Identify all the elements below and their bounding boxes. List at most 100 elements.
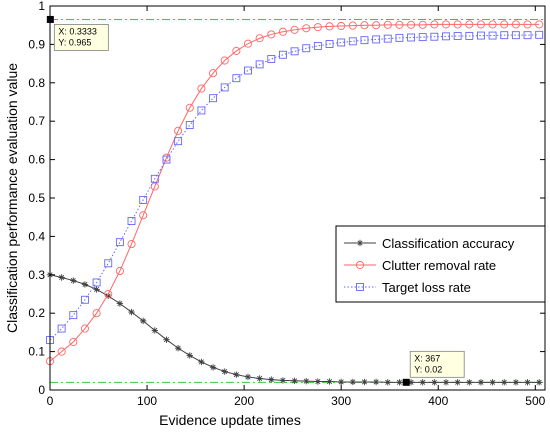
point-clutter-removal-rate [232,46,241,55]
point-target-loss-rate [290,47,299,56]
point-target-loss-rate [267,55,276,63]
point-target-loss-rate [174,137,183,146]
y-tick-label: 0.3 [28,268,45,282]
point-target-loss-rate [92,278,101,287]
point-classification-accuracy [384,379,391,386]
point-target-loss-rate [348,37,357,46]
point-classification-accuracy [349,378,357,386]
point-classification-accuracy [93,286,100,293]
datatip-y-label: Y: 0.02 [414,364,442,374]
point-clutter-removal-rate [313,23,322,32]
point-clutter-removal-rate [453,20,462,29]
point-target-loss-rate [488,31,497,40]
legend-marker [356,283,364,291]
legend-item-classification-accuracy: Classification accuracy [344,236,515,251]
x-tick-label: 0 [47,394,54,408]
point-target-loss-rate [500,31,509,40]
point-target-loss-rate [442,32,450,41]
datatip-x-label: X: 0.3333 [58,26,97,36]
point-clutter-removal-rate [407,20,416,29]
point-clutter-removal-rate [360,21,369,30]
x-tick-label: 100 [137,394,157,408]
point-target-loss-rate [465,32,474,40]
point-clutter-removal-rate [243,39,253,48]
point-target-loss-rate [255,60,264,69]
point-target-loss-rate [383,34,392,43]
point-classification-accuracy [105,292,112,300]
point-classification-accuracy [407,379,415,386]
legend-item-clutter-removal-rate: Clutter removal rate [344,258,496,273]
point-classification-accuracy [209,364,217,371]
point-clutter-removal-rate [395,20,404,29]
point-classification-accuracy [361,378,368,386]
point-clutter-removal-rate [302,24,311,33]
point-target-loss-rate [80,295,89,304]
point-clutter-removal-rate [255,34,264,43]
point-clutter-removal-rate [220,56,229,65]
point-target-loss-rate [278,50,287,59]
point-target-loss-rate [115,238,124,247]
point-classification-accuracy [489,379,496,386]
legend-label: Clutter removal rate [382,258,496,273]
legend-label: Classification accuracy [382,236,515,251]
datatip-marker [46,15,54,23]
y-tick-label: 0.5 [28,191,45,205]
x-tick-label: 200 [234,394,254,408]
y-tick-label: 0.8 [28,76,45,90]
datatip-box [53,24,109,51]
point-target-loss-rate [535,30,544,39]
point-target-loss-rate [453,32,462,40]
point-classification-accuracy [326,378,333,385]
point-classification-accuracy [454,379,461,386]
point-clutter-removal-rate [430,20,439,29]
point-clutter-removal-rate [465,20,474,29]
point-classification-accuracy [303,377,310,385]
point-classification-accuracy [221,368,228,375]
point-classification-accuracy [70,277,77,284]
point-target-loss-rate [325,40,334,48]
point-target-loss-rate [372,35,381,44]
point-target-loss-rate [69,311,78,320]
point-clutter-removal-rate [150,182,159,191]
point-target-loss-rate [127,217,136,225]
plot-area [50,6,545,390]
point-target-loss-rate [337,38,346,47]
point-clutter-removal-rate [197,84,206,93]
point-classification-accuracy [279,377,287,384]
point-clutter-removal-rate [69,337,78,347]
y-tick-label: 0.9 [28,37,45,51]
point-target-loss-rate [162,155,171,164]
point-clutter-removal-rate [92,309,101,318]
point-clutter-removal-rate [104,289,113,299]
point-clutter-removal-rate [383,20,392,29]
point-clutter-removal-rate [80,324,89,333]
point-classification-accuracy [431,379,438,386]
point-classification-accuracy [81,281,89,288]
point-classification-accuracy [337,378,345,386]
point-target-loss-rate [302,44,311,53]
y-tick-label: 0.4 [28,229,45,243]
y-tick-label: 0.2 [28,306,45,320]
point-target-loss-rate [395,33,404,42]
point-clutter-removal-rate [278,27,287,36]
datatip-y-label: Y: 0.965 [58,37,91,47]
point-target-loss-rate [232,74,241,83]
point-clutter-removal-rate [209,69,218,78]
point-classification-accuracy [291,377,298,384]
point-clutter-removal-rate [290,25,299,34]
y-tick-label: 1 [38,0,45,13]
point-classification-accuracy [128,308,135,316]
point-target-loss-rate [511,31,520,40]
point-target-loss-rate [244,66,252,75]
point-classification-accuracy [58,274,65,281]
point-clutter-removal-rate [57,347,66,356]
point-target-loss-rate [523,31,532,40]
point-clutter-removal-rate [325,22,334,31]
series-clutter-removal-rate [45,20,544,366]
legend-marker [355,260,365,270]
x-axis-title: Evidence update times [159,412,301,428]
datatip-x-label: X: 367 [414,353,440,363]
point-target-loss-rate [430,32,439,41]
